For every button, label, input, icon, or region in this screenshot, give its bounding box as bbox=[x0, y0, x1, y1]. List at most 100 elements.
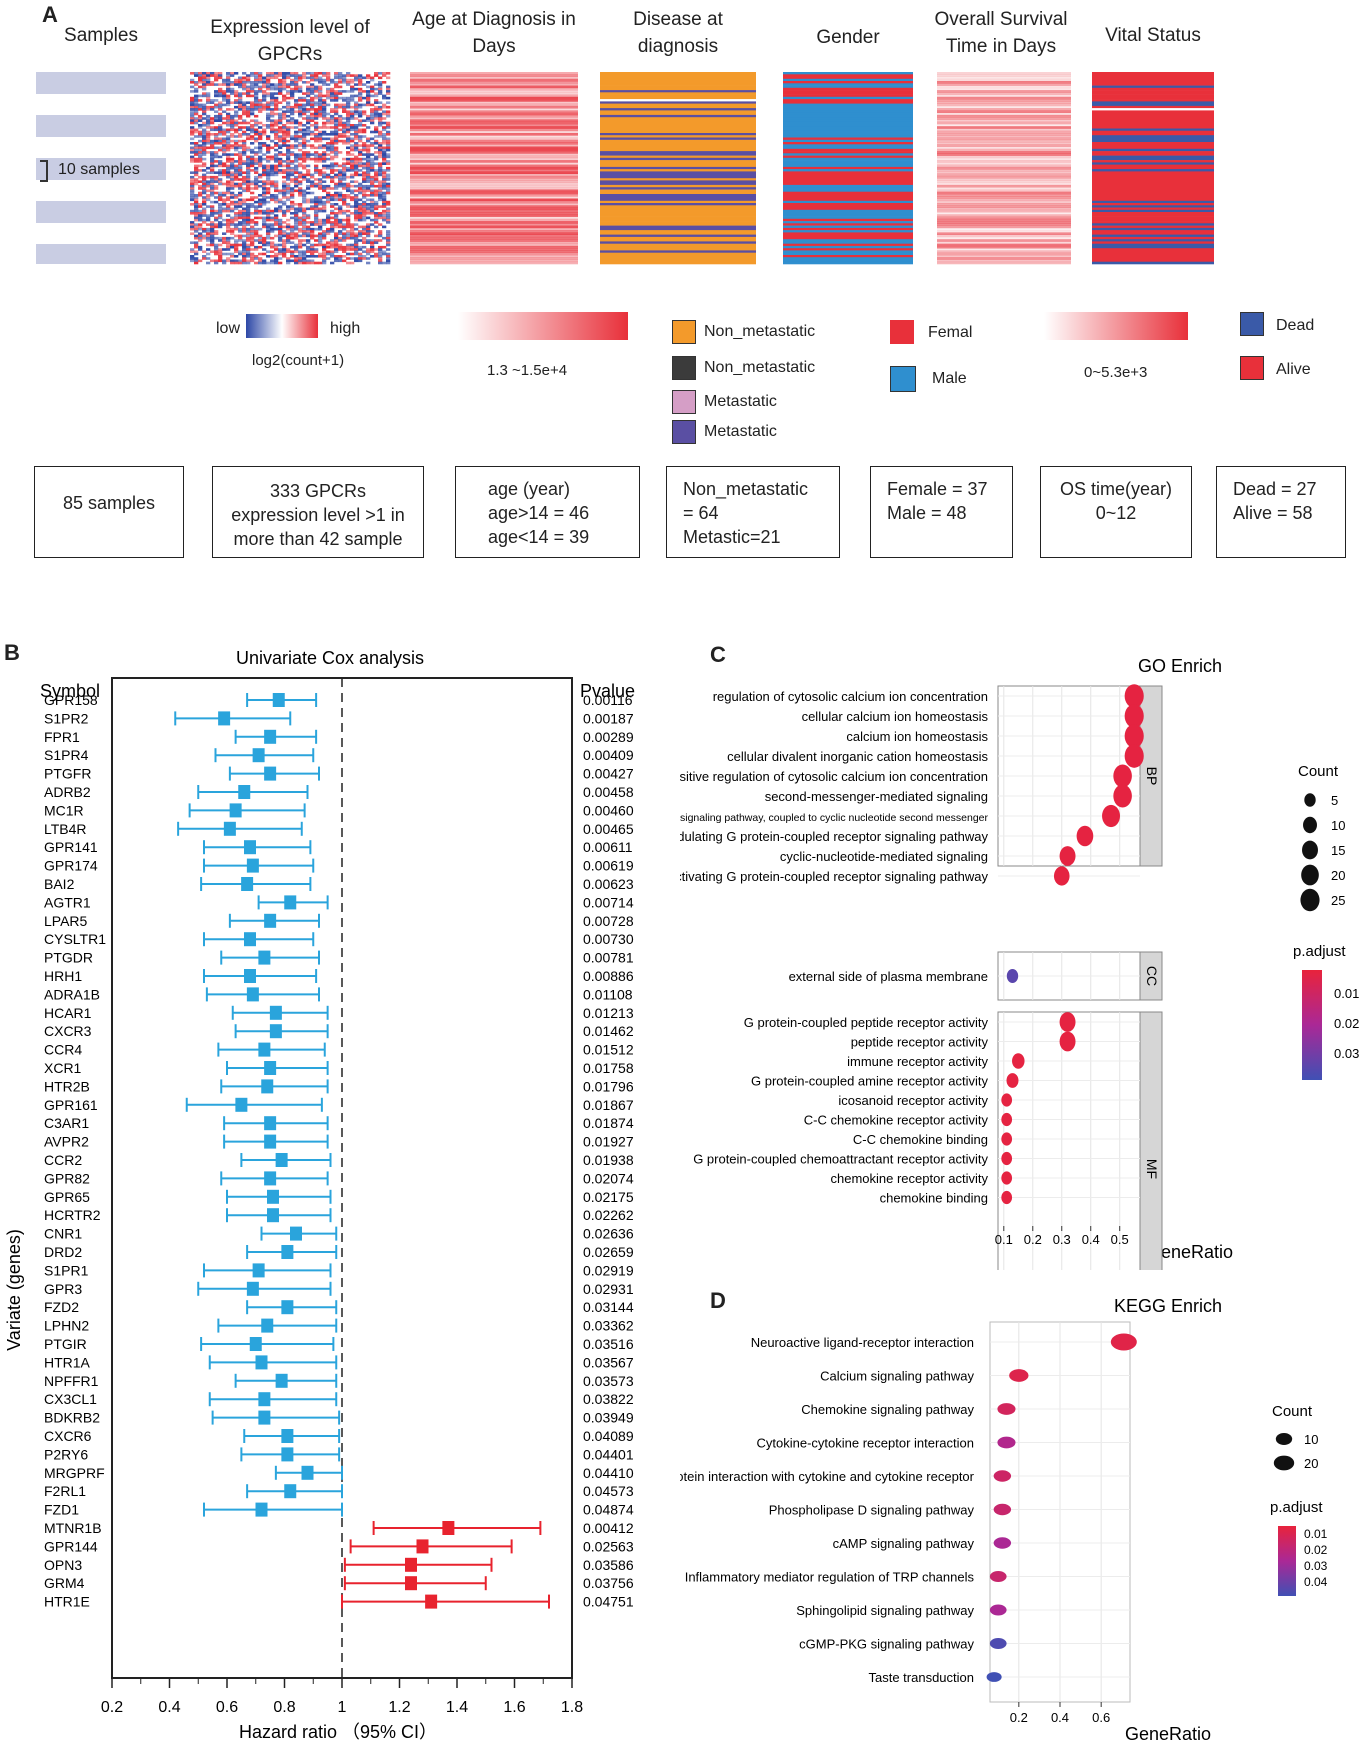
heat-cell bbox=[210, 212, 215, 215]
disease-stripe bbox=[600, 184, 756, 188]
age-stripe bbox=[410, 196, 578, 199]
hr-point bbox=[425, 1594, 438, 1609]
heat-cell bbox=[318, 234, 323, 238]
heat-cell bbox=[242, 250, 247, 253]
heat-cell bbox=[194, 203, 199, 206]
heat-cell bbox=[290, 191, 295, 195]
heat-cell bbox=[202, 184, 207, 188]
age-stripe bbox=[410, 110, 578, 113]
heat-cell bbox=[238, 101, 243, 104]
heat-cell bbox=[318, 144, 323, 147]
heat-cell bbox=[330, 119, 335, 122]
os-stripe bbox=[937, 187, 1071, 190]
heat-cell bbox=[314, 255, 319, 258]
heat-cell bbox=[226, 259, 231, 263]
heat-cell bbox=[250, 155, 255, 159]
heat-cell bbox=[358, 182, 363, 186]
heat-cell bbox=[318, 221, 323, 224]
heat-cell bbox=[266, 151, 271, 154]
heat-cell bbox=[246, 87, 251, 91]
heat-cell bbox=[330, 87, 335, 91]
heat-cell bbox=[198, 191, 203, 195]
heat-cell bbox=[370, 218, 375, 222]
heat-cell bbox=[338, 92, 343, 95]
heat-cell bbox=[198, 157, 203, 161]
term-dot bbox=[997, 1436, 1016, 1449]
heat-cell bbox=[322, 78, 327, 82]
disease-stripe bbox=[600, 236, 756, 240]
size-legend-dot bbox=[1275, 1433, 1293, 1445]
os-stripe bbox=[937, 180, 1071, 183]
heat-cell bbox=[350, 227, 355, 231]
heat-cell bbox=[206, 101, 211, 104]
gene-label: BDKRB2 bbox=[44, 1410, 100, 1426]
heat-cell bbox=[226, 157, 231, 161]
gender-stripe bbox=[783, 78, 913, 82]
heat-cell bbox=[278, 209, 283, 213]
heat-cell bbox=[210, 81, 215, 84]
heat-cell bbox=[346, 252, 351, 256]
heat-cell bbox=[382, 182, 387, 186]
heat-cell bbox=[210, 189, 215, 193]
heat-cell bbox=[258, 103, 263, 107]
heat-cell bbox=[294, 250, 299, 253]
pvalue-label: 0.04751 bbox=[583, 1594, 634, 1610]
heat-cell bbox=[298, 135, 303, 138]
heat-cell bbox=[210, 230, 215, 233]
gender-stripe bbox=[783, 236, 913, 240]
heat-cell bbox=[246, 171, 251, 174]
age-range: 1.3 ~1.5e+4 bbox=[487, 362, 568, 379]
vital-stripe bbox=[1092, 261, 1214, 265]
pvalue-label: 0.00427 bbox=[583, 766, 634, 782]
heat-cell bbox=[342, 194, 347, 197]
heat-cell bbox=[282, 243, 287, 247]
heat-cell bbox=[378, 230, 383, 233]
heat-cell bbox=[358, 96, 363, 100]
heat-cell bbox=[286, 209, 291, 213]
heat-cell bbox=[378, 205, 383, 208]
heat-cell bbox=[334, 218, 339, 222]
age-stripe bbox=[410, 245, 578, 249]
heat-cell bbox=[354, 166, 359, 170]
heat-cell bbox=[310, 112, 315, 116]
vital-stripe bbox=[1092, 76, 1214, 80]
heat-cell bbox=[266, 241, 271, 244]
heat-cell bbox=[322, 74, 327, 77]
heat-cell bbox=[378, 155, 383, 159]
summary-line: OS time(year) bbox=[1059, 479, 1173, 499]
heat-cell bbox=[302, 178, 307, 181]
heat-cell bbox=[194, 212, 199, 215]
heat-cell bbox=[294, 160, 299, 163]
heat-cell bbox=[354, 144, 359, 147]
heat-cell bbox=[190, 257, 195, 260]
heat-cell bbox=[286, 128, 291, 132]
heat-cell bbox=[338, 245, 343, 249]
heat-cell bbox=[282, 117, 287, 120]
heat-cell bbox=[246, 250, 251, 253]
heat-cell bbox=[346, 209, 351, 213]
disease-stripe bbox=[600, 245, 756, 249]
heat-cell bbox=[250, 205, 255, 208]
heat-cell bbox=[370, 182, 375, 186]
heat-cell bbox=[210, 105, 215, 109]
disease-stripe bbox=[600, 198, 756, 202]
heat-cell bbox=[190, 189, 195, 193]
heat-cell bbox=[246, 126, 251, 129]
heat-cell bbox=[202, 257, 207, 260]
heat-cell bbox=[362, 187, 367, 190]
heat-cell bbox=[226, 128, 231, 132]
size-legend-label: 10 bbox=[1304, 1432, 1318, 1447]
heat-cell bbox=[290, 117, 295, 120]
heat-cell bbox=[370, 87, 375, 91]
heat-cell bbox=[242, 187, 247, 190]
heat-cell bbox=[310, 200, 315, 204]
panel-d-label: D bbox=[710, 1288, 726, 1313]
heat-cell bbox=[290, 173, 295, 177]
heat-cell bbox=[286, 144, 291, 147]
heat-cell bbox=[346, 96, 351, 100]
heat-cell bbox=[290, 205, 295, 208]
heat-cell bbox=[342, 121, 347, 125]
heat-cell bbox=[254, 227, 259, 231]
heat-cell bbox=[242, 239, 247, 242]
heat-cell bbox=[302, 189, 307, 193]
